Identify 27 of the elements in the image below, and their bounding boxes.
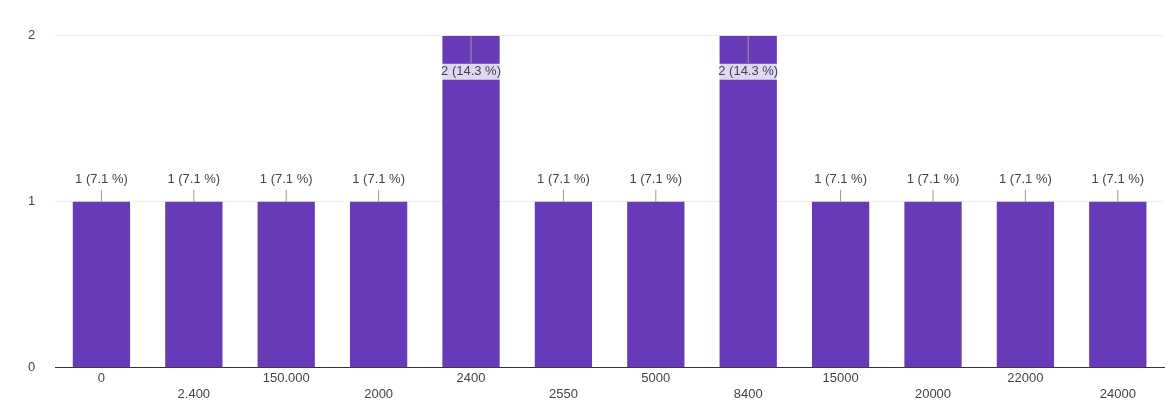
x-tick-label: 2400 [456, 370, 486, 386]
data-label: 1 (7.1 %) [75, 171, 128, 187]
data-label: 1 (7.1 %) [1091, 171, 1145, 187]
data-label: 1 (7.1 %) [259, 171, 313, 187]
data-label: 2 (14.3 %) [441, 63, 502, 79]
y-tick-label: 0 [28, 359, 36, 375]
x-tick-label: 150.000 [262, 370, 310, 386]
x-tick-label: 2550 [548, 385, 578, 401]
x-tick-label: 2.400 [177, 385, 211, 401]
data-label: 1 (7.1 %) [537, 171, 590, 187]
x-tick-label: 22000 [1007, 370, 1044, 386]
data-label: 1 (7.1 %) [814, 171, 867, 187]
data-label: 1 (7.1 %) [352, 171, 405, 187]
y-tick-label: 2 [28, 27, 36, 43]
y-tick-label: 1 [28, 193, 36, 209]
x-tick-label: 8400 [733, 385, 763, 401]
x-tick-label: 5000 [641, 370, 671, 386]
x-tick-label: 20000 [914, 385, 952, 401]
data-label: 1 (7.1 %) [906, 171, 960, 187]
data-label: 1 (7.1 %) [999, 171, 1052, 187]
data-label: 1 (7.1 %) [629, 171, 683, 187]
x-tick-label: 2000 [364, 385, 394, 401]
x-tick-label: 24000 [1099, 385, 1136, 401]
data-label: 1 (7.1 %) [167, 171, 221, 187]
data-label: 2 (14.3 %) [718, 63, 779, 79]
x-tick-label: 15000 [822, 370, 859, 386]
x-tick-label: 0 [97, 370, 106, 386]
